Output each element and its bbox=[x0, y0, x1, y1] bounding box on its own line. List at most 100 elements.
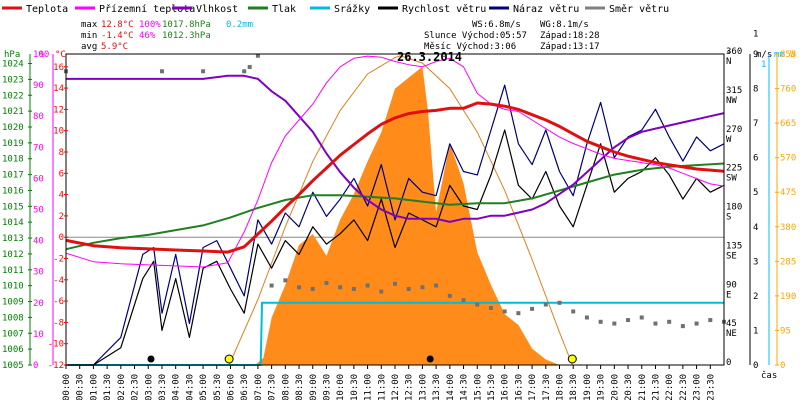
ms-tick-label: 0 bbox=[753, 361, 758, 371]
pct-tick-label: 40 bbox=[33, 237, 44, 247]
x-tick-label: 10:00 bbox=[336, 374, 346, 400]
x-tick-label: 16:00 bbox=[501, 374, 511, 400]
wind-direction-point bbox=[475, 302, 480, 307]
wind-direction-point bbox=[406, 286, 411, 291]
wind-direction-point bbox=[571, 309, 576, 314]
axis-unit-hpa: hPa bbox=[4, 50, 20, 60]
mm-tick-label: 1 bbox=[761, 60, 766, 70]
legend-label-teplota: Teplota bbox=[26, 4, 68, 15]
moonrise-marker bbox=[147, 355, 155, 363]
wind-direction-point bbox=[502, 309, 507, 314]
dir-tick-label: 90 bbox=[726, 280, 737, 290]
stats-max-hum: 100% bbox=[139, 20, 161, 30]
x-tick-label: 18:00 bbox=[556, 374, 566, 400]
x-tick-label: 18:30 bbox=[569, 374, 579, 400]
x-tick-label: 03:00 bbox=[144, 374, 154, 400]
x-tick-label: 00:30 bbox=[76, 374, 86, 400]
w-tick-label: 665 bbox=[780, 119, 796, 129]
legend-label-rychlost: Rychlost větru bbox=[402, 3, 486, 15]
x-tick-label: 21:30 bbox=[651, 374, 661, 400]
x-axis-label: čas bbox=[761, 370, 777, 381]
wind-direction-point bbox=[653, 321, 658, 326]
right-axes: 360N315NW270W225SW180S135SE90E45NE019876… bbox=[726, 29, 796, 371]
wind-direction-point bbox=[393, 281, 397, 286]
legend-item-smer: Směr větru bbox=[585, 3, 669, 15]
sunset-marker bbox=[567, 354, 577, 364]
chart-title: 26.3.2014 bbox=[397, 50, 462, 64]
hpa-tick-label: 1015 bbox=[2, 202, 24, 212]
hpa-tick-label: 1006 bbox=[2, 345, 24, 355]
wind-direction-point bbox=[159, 69, 164, 74]
x-tick-label: 02:30 bbox=[131, 374, 141, 400]
series-vlhkost bbox=[66, 74, 725, 223]
x-tick-label: 22:00 bbox=[665, 374, 675, 400]
hpa-tick-label: 1020 bbox=[2, 123, 24, 133]
temp-tick-label: -12 bbox=[48, 361, 64, 371]
markers-layer bbox=[147, 354, 577, 364]
dir-name-label: N bbox=[726, 57, 731, 67]
wind-direction-point bbox=[247, 64, 252, 69]
left-axes: 1024102310221021102010191018101710161015… bbox=[2, 50, 68, 371]
pct-tick-label: 30 bbox=[33, 268, 44, 278]
hpa-tick-label: 1011 bbox=[2, 266, 24, 276]
sunrise-marker bbox=[224, 354, 234, 364]
x-tick-label: 12:00 bbox=[391, 374, 401, 400]
x-tick-label: 14:30 bbox=[460, 374, 470, 400]
temp-tick-label: 14 bbox=[53, 84, 64, 94]
wind-direction-point bbox=[584, 315, 589, 320]
wind-direction-point bbox=[708, 318, 713, 323]
hpa-tick-label: 1007 bbox=[2, 329, 24, 339]
temp-tick-label: 10 bbox=[53, 127, 64, 137]
x-tick-label: 06:00 bbox=[227, 374, 237, 400]
x-tick-label: 19:00 bbox=[583, 374, 593, 400]
temp-tick-label: -8 bbox=[53, 318, 64, 328]
wind-direction-point bbox=[434, 283, 439, 288]
hpa-tick-label: 1021 bbox=[2, 107, 24, 117]
ms-tick-label: 7 bbox=[753, 119, 758, 129]
w-tick-label: 475 bbox=[780, 188, 796, 198]
wind-direction-point bbox=[338, 285, 343, 290]
hpa-tick-label: 1018 bbox=[2, 155, 24, 165]
dir-tick-label: 180 bbox=[726, 203, 742, 213]
pct-tick-label: 100 bbox=[33, 50, 49, 60]
wind-direction-point bbox=[626, 318, 631, 323]
pct-tick-label: 80 bbox=[33, 112, 44, 122]
dir-name-label: S bbox=[726, 213, 731, 223]
legend-item-vlhkost: Vlhkost bbox=[172, 4, 238, 15]
wind-direction-point bbox=[639, 315, 644, 320]
hpa-tick-label: 1013 bbox=[2, 234, 24, 244]
hpa-tick-label: 1024 bbox=[2, 60, 24, 70]
stats-min-label: min bbox=[81, 31, 97, 41]
temp-tick-label: 2 bbox=[59, 212, 64, 222]
x-tick-label: 00:00 bbox=[62, 374, 72, 400]
stats-max-temp: 12.8°C bbox=[101, 20, 134, 30]
legend-label-tlak: Tlak bbox=[272, 4, 296, 15]
dir-tick-label: 0 bbox=[726, 358, 731, 368]
wind-direction-point bbox=[680, 324, 685, 329]
wind-direction-point bbox=[557, 300, 562, 305]
series-tlak bbox=[65, 162, 725, 251]
pct-tick-label: 70 bbox=[33, 143, 44, 153]
stats-moon: Měsíc Východ:3:06 bbox=[424, 42, 516, 52]
w-tick-label: 760 bbox=[780, 85, 796, 95]
ms-tick-label: 5 bbox=[753, 188, 758, 198]
x-tick-label: 08:00 bbox=[281, 374, 291, 400]
ms-tick-label: 1 bbox=[753, 326, 758, 336]
x-tick-label: 11:30 bbox=[377, 374, 387, 400]
ms-tick-label: 8 bbox=[753, 85, 758, 95]
dir-tick-label: 360 bbox=[726, 47, 742, 57]
pct-tick-label: 20 bbox=[33, 299, 44, 309]
temp-tick-label: 12 bbox=[53, 105, 64, 115]
temp-tick-label: -10 bbox=[48, 340, 64, 350]
stats-sunset: Západ:18:28 bbox=[540, 31, 600, 41]
dir-name-label: NE bbox=[726, 329, 737, 339]
axis-unit-mm: mm bbox=[774, 50, 785, 60]
axis-unit-labels: hPa % °C ° m/s mm W bbox=[4, 50, 796, 60]
wind-direction-point bbox=[255, 53, 260, 58]
hpa-tick-label: 1010 bbox=[2, 282, 24, 292]
x-tick-label: 14:00 bbox=[446, 374, 456, 400]
x-tick-label: 22:30 bbox=[679, 374, 689, 400]
hpa-tick-label: 1008 bbox=[2, 313, 24, 323]
hpa-tick-label: 1014 bbox=[2, 218, 24, 228]
x-tick-label: 20:00 bbox=[610, 374, 620, 400]
